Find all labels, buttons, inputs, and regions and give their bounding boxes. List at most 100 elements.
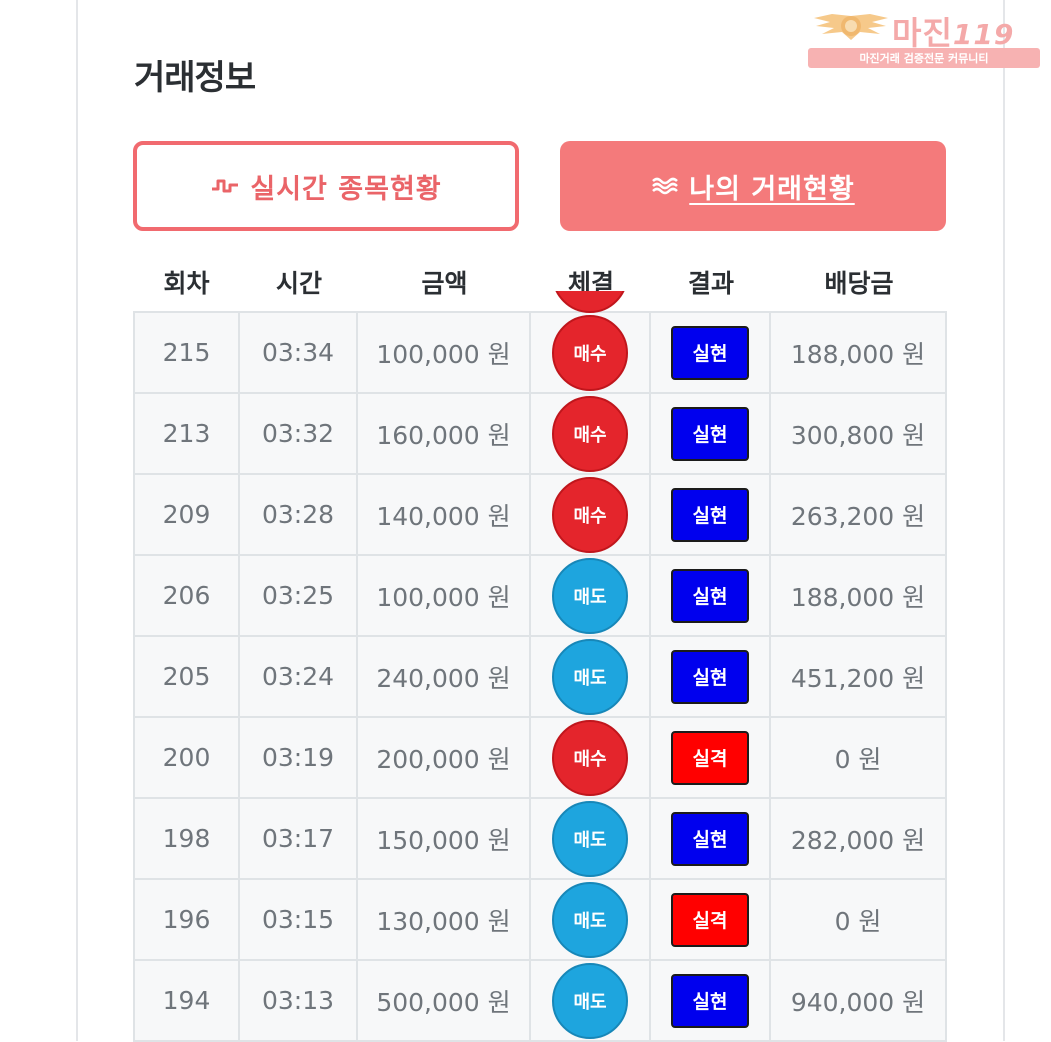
round-cell: 215 <box>133 313 240 392</box>
amount-cell: 500,000 원 <box>358 961 531 1040</box>
execution-cell: 매수 <box>531 394 651 473</box>
result-cell: 실현 <box>651 475 771 554</box>
header-round: 회차 <box>163 269 210 298</box>
trade-side-badge: 매수 <box>552 476 628 553</box>
time-cell: 03:34 <box>240 313 358 392</box>
realtime-status-button[interactable]: 실시간 종목현황 <box>133 141 519 231</box>
triple-wave-icon <box>651 175 679 197</box>
payout-cell: 282,000 원 <box>771 799 947 878</box>
time-cell: 03:32 <box>240 394 358 473</box>
trade-side-badge: 매도 <box>552 962 628 1039</box>
content-right-border <box>1003 0 1005 1041</box>
payout-cell: 0 원 <box>771 718 947 797</box>
execution-cell: 매도 <box>531 880 651 959</box>
trade-side-badge: 매도 <box>552 638 628 715</box>
execution-cell: 매도 <box>531 799 651 878</box>
payout-cell: 188,000 원 <box>771 313 947 392</box>
table-row: 198 03:17 150,000 원 매도 실현 282,000 원 <box>133 799 947 880</box>
execution-cell: 매도 <box>531 637 651 716</box>
execution-cell: 매도 <box>531 961 651 1040</box>
payout-cell: 263,200 원 <box>771 475 947 554</box>
round-cell: 205 <box>133 637 240 716</box>
trade-side-badge: 매도 <box>552 800 628 877</box>
my-trades-label: 나의 거래현황 <box>689 173 855 205</box>
trade-side-badge: 매도 <box>552 557 628 634</box>
result-cell: 실현 <box>651 961 771 1040</box>
result-badge: 실현 <box>671 649 749 704</box>
header-payout: 배당금 <box>824 269 894 298</box>
result-cell: 실격 <box>651 880 771 959</box>
payout-cell: 188,000 원 <box>771 556 947 635</box>
round-cell: 209 <box>133 475 240 554</box>
trade-side-badge: 매수 <box>552 719 628 796</box>
trade-side-badge: 매도 <box>552 881 628 958</box>
payout-cell: 451,200 원 <box>771 637 947 716</box>
result-cell: 실격 <box>651 718 771 797</box>
amount-cell: 200,000 원 <box>358 718 531 797</box>
result-cell: 실현 <box>651 637 771 716</box>
round-cell: 196 <box>133 880 240 959</box>
round-cell: 206 <box>133 556 240 635</box>
result-cell: 실현 <box>651 799 771 878</box>
time-cell: 03:28 <box>240 475 358 554</box>
payout-cell: 300,800 원 <box>771 394 947 473</box>
amount-cell: 150,000 원 <box>358 799 531 878</box>
header-time: 시간 <box>275 269 322 298</box>
table-row: 205 03:24 240,000 원 매도 실현 451,200 원 <box>133 637 947 718</box>
page-title: 거래정보 <box>134 58 256 98</box>
amount-cell: 100,000 원 <box>358 313 531 392</box>
execution-cell: 매수 <box>531 475 651 554</box>
time-cell: 03:19 <box>240 718 358 797</box>
time-cell: 03:17 <box>240 799 358 878</box>
table-row: 206 03:25 100,000 원 매도 실현 188,000 원 <box>133 556 947 637</box>
trade-side-badge: 매수 <box>552 314 628 391</box>
amount-cell: 130,000 원 <box>358 880 531 959</box>
result-badge: 실격 <box>671 892 749 947</box>
payout-cell: 940,000 원 <box>771 961 947 1040</box>
result-badge: 실현 <box>671 973 749 1028</box>
result-cell: 실현 <box>651 556 771 635</box>
result-badge: 실현 <box>671 487 749 542</box>
pulse-wave-icon <box>210 175 240 197</box>
watermark-brand: 마진119 <box>892 14 1015 52</box>
table-row: 200 03:19 200,000 원 매수 실격 0 원 <box>133 718 947 799</box>
amount-cell: 140,000 원 <box>358 475 531 554</box>
result-badge: 실현 <box>671 406 749 461</box>
scrolled-trade-badge-edge <box>552 291 628 313</box>
wings-emblem-icon <box>814 14 888 40</box>
trade-history-table: 215 03:34 100,000 원 매수 실현 188,000 원 213 … <box>133 311 947 1042</box>
table-row: 196 03:15 130,000 원 매도 실격 0 원 <box>133 880 947 961</box>
header-result: 결과 <box>687 269 734 298</box>
my-trades-button[interactable]: 나의 거래현황 <box>560 141 946 231</box>
round-cell: 200 <box>133 718 240 797</box>
execution-cell: 매수 <box>531 313 651 392</box>
amount-cell: 100,000 원 <box>358 556 531 635</box>
table-row: 209 03:28 140,000 원 매수 실현 263,200 원 <box>133 475 947 556</box>
result-badge: 실현 <box>671 325 749 380</box>
watermark-logo: 마진119 마진거래 검증전문 커뮤니티 <box>808 8 1040 68</box>
result-badge: 실격 <box>671 730 749 785</box>
time-cell: 03:15 <box>240 880 358 959</box>
header-amount: 금액 <box>421 269 468 298</box>
amount-cell: 240,000 원 <box>358 637 531 716</box>
execution-cell: 매수 <box>531 718 651 797</box>
execution-cell: 매도 <box>531 556 651 635</box>
table-row: 213 03:32 160,000 원 매수 실현 300,800 원 <box>133 394 947 475</box>
time-cell: 03:24 <box>240 637 358 716</box>
table-row: 194 03:13 500,000 원 매도 실현 940,000 원 <box>133 961 947 1042</box>
watermark-tagline: 마진거래 검증전문 커뮤니티 <box>808 48 1040 68</box>
result-badge: 실현 <box>671 811 749 866</box>
round-cell: 194 <box>133 961 240 1040</box>
payout-cell: 0 원 <box>771 880 947 959</box>
table-row: 215 03:34 100,000 원 매수 실현 188,000 원 <box>133 313 947 394</box>
amount-cell: 160,000 원 <box>358 394 531 473</box>
content-left-border <box>76 0 78 1041</box>
time-cell: 03:25 <box>240 556 358 635</box>
result-cell: 실현 <box>651 313 771 392</box>
table-header: 회차 시간 금액 체결 결과 배당금 <box>133 258 947 306</box>
round-cell: 213 <box>133 394 240 473</box>
result-cell: 실현 <box>651 394 771 473</box>
realtime-status-label: 실시간 종목현황 <box>250 173 442 205</box>
result-badge: 실현 <box>671 568 749 623</box>
time-cell: 03:13 <box>240 961 358 1040</box>
